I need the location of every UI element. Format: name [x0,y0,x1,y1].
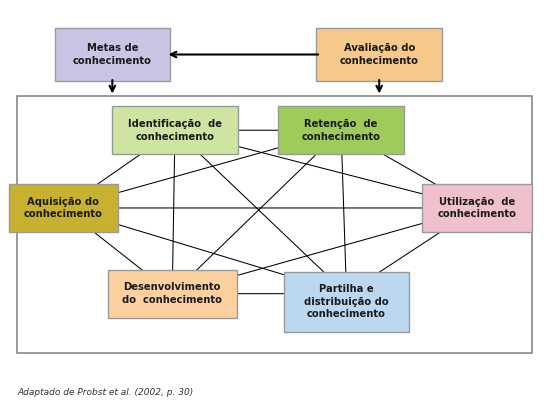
Text: Identificação  de
conhecimento: Identificação de conhecimento [128,119,222,142]
Text: Retenção  de
conhecimento: Retenção de conhecimento [301,119,381,142]
FancyBboxPatch shape [423,184,532,232]
FancyBboxPatch shape [316,28,442,81]
FancyBboxPatch shape [283,272,410,332]
Text: Desenvolvimento
do  conhecimento: Desenvolvimento do conhecimento [122,282,222,305]
Text: Aquisição do
conhecimento: Aquisição do conhecimento [24,196,103,219]
Text: Avaliação do
conhecimento: Avaliação do conhecimento [340,43,419,66]
FancyBboxPatch shape [55,28,170,81]
FancyBboxPatch shape [108,270,236,318]
Text: Utilização  de
conhecimento: Utilização de conhecimento [438,196,517,219]
FancyBboxPatch shape [278,106,404,154]
Text: Adaptado de Probst et al. (2002, p. 30): Adaptado de Probst et al. (2002, p. 30) [17,388,193,397]
FancyBboxPatch shape [17,96,532,354]
FancyBboxPatch shape [112,106,238,154]
Text: Partilha e
distribuição do
conhecimento: Partilha e distribuição do conhecimento [304,284,389,320]
FancyBboxPatch shape [9,184,118,232]
Text: Metas de
conhecimento: Metas de conhecimento [73,43,152,66]
